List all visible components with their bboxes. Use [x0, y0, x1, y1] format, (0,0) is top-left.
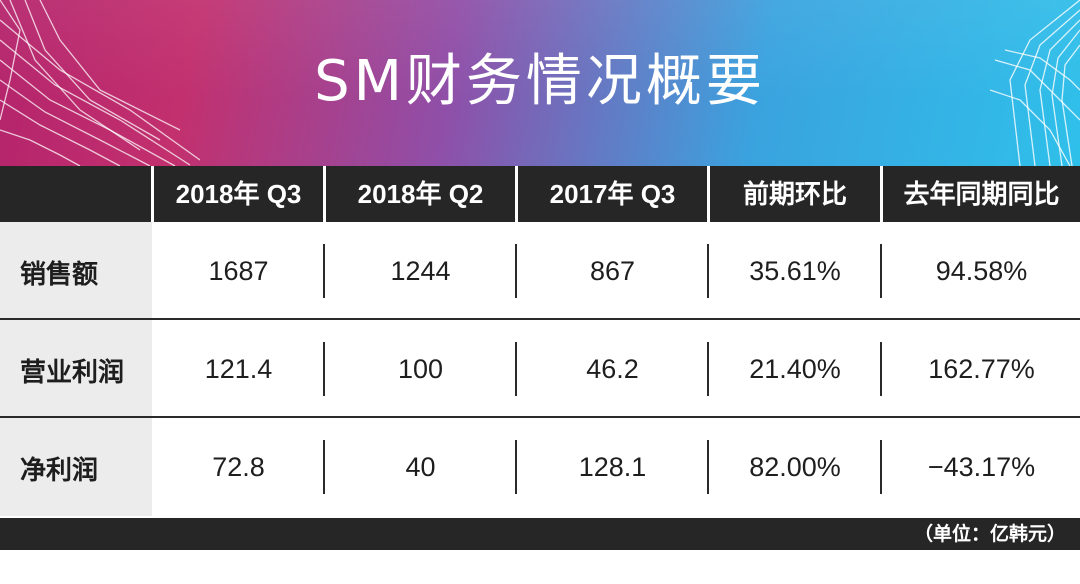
- cell-divider: [707, 244, 709, 298]
- right-wireframe-decoration: [990, 0, 1080, 166]
- footer-bar: [0, 518, 1080, 550]
- left-wireframe-decoration: [0, 0, 200, 166]
- table-cell: 46.2: [586, 354, 639, 384]
- banner-shade: [0, 0, 1080, 166]
- row-label-background: [0, 418, 152, 516]
- table-cell: 128.1: [578, 452, 647, 482]
- header-divider: [323, 166, 326, 222]
- table-cell: 100: [397, 354, 444, 384]
- row-label-background: [0, 222, 152, 318]
- cell-divider: [707, 342, 709, 396]
- table-cell: 162.77%: [928, 354, 1035, 384]
- table-cell: 1687: [208, 256, 269, 286]
- column-header: 2017年 Q3: [549, 179, 676, 209]
- column-header: 2018年 Q2: [357, 179, 484, 209]
- cell-divider: [880, 342, 882, 396]
- header-divider: [880, 166, 883, 222]
- row-label-background: [0, 320, 152, 416]
- column-header: 2018年 Q3: [175, 179, 302, 209]
- cell-divider: [880, 440, 882, 494]
- table-cell: 40: [405, 452, 436, 482]
- table-cell: 82.00%: [749, 452, 841, 482]
- table-cell: −43.17%: [927, 452, 1036, 482]
- header-divider: [515, 166, 518, 222]
- row-label: 销售额: [20, 260, 99, 290]
- cell-divider: [323, 244, 325, 298]
- cell-divider: [515, 342, 517, 396]
- row-label: 营业利润: [20, 358, 125, 388]
- row-label: 净利润: [20, 456, 99, 486]
- table-cell: 72.8: [212, 452, 265, 482]
- column-header: 前期环比: [742, 179, 847, 209]
- title-banner: SM财务情况概要: [0, 0, 1080, 166]
- table-cell: 94.58%: [935, 256, 1028, 286]
- table-cell: 867: [589, 256, 636, 286]
- cell-divider: [707, 440, 709, 494]
- header-divider: [151, 166, 154, 222]
- page-title: SM财务情况概要: [314, 49, 766, 114]
- header-divider: [707, 166, 710, 222]
- cell-divider: [515, 440, 517, 494]
- cell-divider: [515, 244, 517, 298]
- table-header-row: [0, 166, 1080, 222]
- table-cell: 121.4: [204, 354, 273, 384]
- row-divider: [0, 416, 1080, 418]
- table-cell: 35.61%: [749, 256, 841, 286]
- cell-divider: [323, 440, 325, 494]
- cell-divider: [880, 244, 882, 298]
- unit-note: （单位：亿韩元）: [913, 523, 1066, 545]
- table-cell: 1244: [390, 256, 451, 286]
- table-cell: 21.40%: [749, 354, 841, 384]
- row-divider: [0, 318, 1080, 320]
- column-header: 去年同期同比: [903, 179, 1060, 209]
- cell-divider: [323, 342, 325, 396]
